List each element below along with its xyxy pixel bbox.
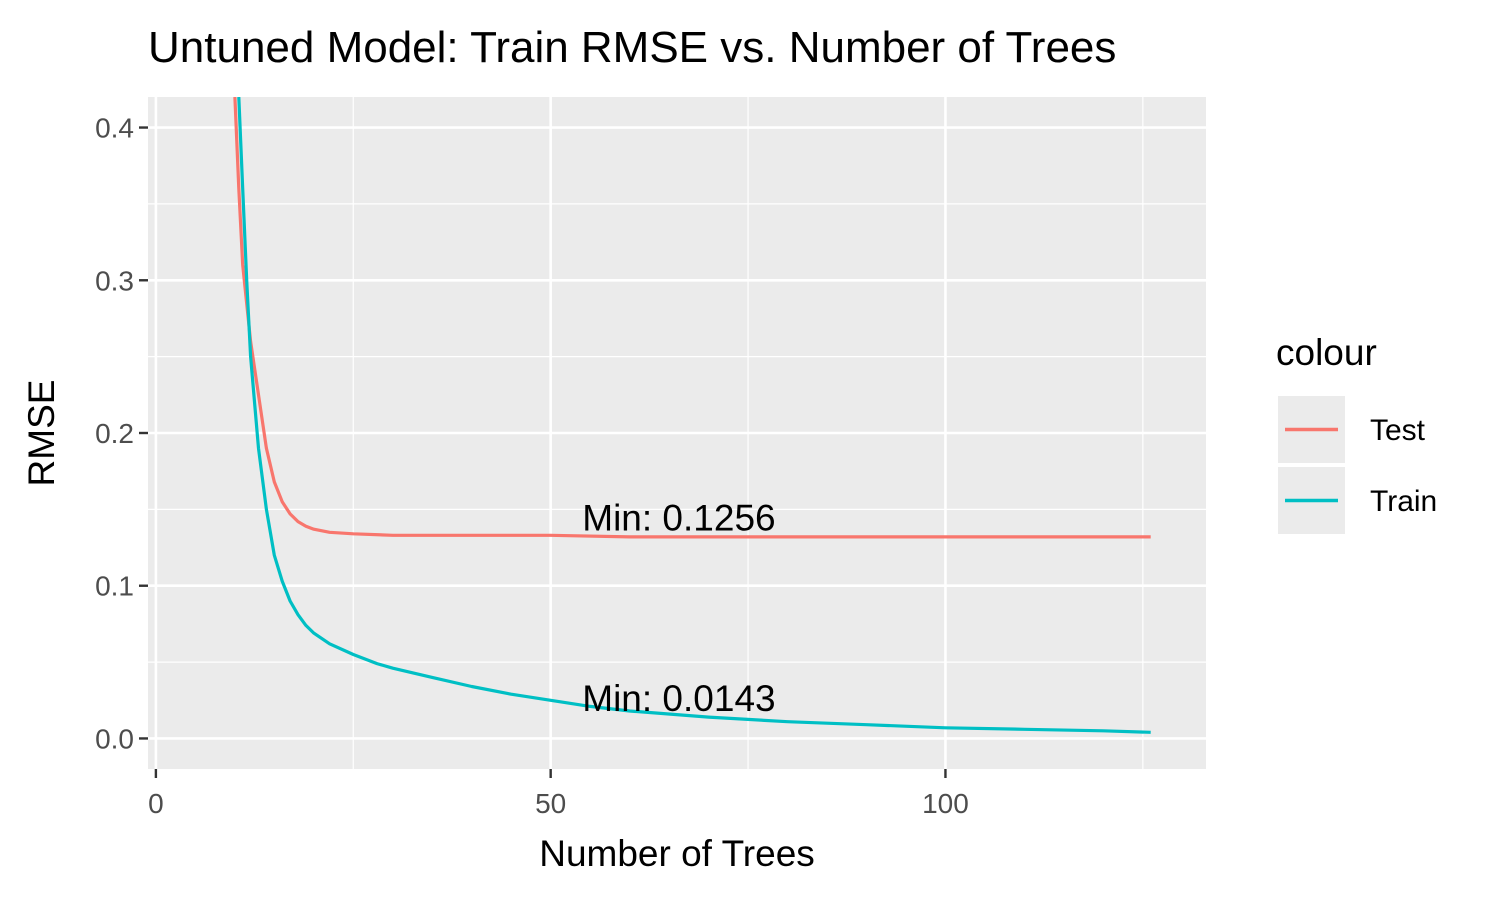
y-tick-label: 0.2 — [95, 418, 134, 449]
x-tick-label: 0 — [148, 788, 164, 819]
x-axis-title: Number of Trees — [539, 833, 815, 874]
axes: 0 50 100 0.0 0.1 0.2 0.3 0.4 — [95, 113, 969, 819]
y-tick-label: 0.4 — [95, 113, 134, 144]
y-tick-label: 0.3 — [95, 265, 134, 296]
legend-label-train: Train — [1370, 485, 1437, 518]
y-tick-label: 0.1 — [95, 571, 134, 602]
y-axis-title: RMSE — [21, 380, 62, 487]
min-annotation: Min: 0.1256 — [582, 498, 775, 539]
legend: colour Test Train — [1276, 332, 1437, 534]
grid-lines — [148, 97, 1206, 769]
x-tick-label: 50 — [535, 788, 566, 819]
series-line-test — [233, 97, 1151, 539]
min-annotation: Min: 0.0143 — [582, 678, 775, 719]
series-line-train — [237, 97, 1151, 734]
y-tick-label: 0.0 — [95, 723, 134, 754]
x-tick-label: 100 — [922, 788, 969, 819]
legend-title: colour — [1276, 332, 1377, 373]
chart-title: Untuned Model: Train RMSE vs. Number of … — [148, 23, 1116, 72]
series-lines — [233, 97, 1151, 734]
legend-label-test: Test — [1370, 414, 1426, 447]
annotations: Min: 0.1256 Min: 0.0143 — [582, 498, 775, 719]
